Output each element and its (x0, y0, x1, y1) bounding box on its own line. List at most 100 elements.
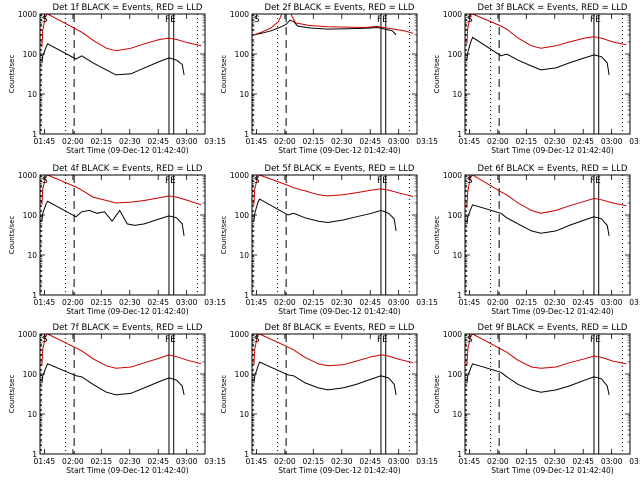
y-tick-label: 1 (244, 130, 249, 139)
plot-frame (39, 174, 206, 296)
chart-title: Det 8f BLACK = Events, RED = LLD (265, 323, 415, 333)
y-tick-label: 1000 (230, 171, 249, 180)
start-marker-label: S (254, 15, 260, 25)
y-tick-label: 1000 (18, 330, 37, 339)
y-tick-label: 10 (239, 410, 249, 419)
x-tick-label: 02:30 (331, 298, 353, 307)
x-tick-label: 03:00 (176, 137, 198, 146)
chart-title: Det 4f BLACK = Events, RED = LLD (53, 164, 203, 174)
start-marker-label: S (467, 15, 473, 25)
x-axis-label: Start Time (09-Dec-12 01:42:40) (66, 146, 188, 155)
x-tick-label: 02:30 (331, 137, 353, 146)
plot-frame (39, 13, 206, 135)
x-tick-label: 03:00 (601, 137, 623, 146)
x-tick-label: 03:00 (601, 457, 623, 466)
plot-frame (464, 333, 631, 455)
x-tick-label: 02:30 (544, 457, 566, 466)
flare-marker-label: FE (590, 176, 601, 186)
chart-title: Det 3f BLACK = Events, RED = LLD (478, 3, 628, 13)
flare-marker-label: FE (377, 335, 388, 345)
series-line-lld (41, 334, 202, 369)
y-tick-label: 1 (457, 450, 462, 459)
series-line-lld (41, 175, 202, 206)
x-tick-label: 03:15 (629, 137, 640, 146)
x-tick-label: 01:45 (459, 298, 481, 307)
plot-frame (251, 174, 418, 296)
series-line-lld (253, 334, 414, 367)
start-marker-label: S (254, 335, 260, 345)
series-line-events (41, 43, 185, 76)
series-line-events (253, 198, 397, 231)
flare-marker-label: FE (590, 335, 601, 345)
x-tick-label: 02:15 (91, 137, 113, 146)
x-tick-label: 03:15 (204, 137, 226, 146)
flare-marker-label: FE (377, 15, 388, 25)
x-tick-label: 02:15 (303, 457, 325, 466)
y-tick-label: 10 (452, 410, 462, 419)
y-tick-label: 1 (32, 450, 37, 459)
plot-frame (39, 333, 206, 455)
x-tick-label: 01:45 (459, 457, 481, 466)
x-tick-label: 03:00 (388, 457, 410, 466)
chart-panel-7: Det 7f BLACK = Events, RED = LLD Counts/s… (8, 323, 226, 475)
chart-title: Det 9f BLACK = Events, RED = LLD (478, 323, 628, 333)
y-axis-label: Counts/sec (433, 375, 441, 414)
x-tick-label: 03:00 (601, 298, 623, 307)
series-line-events (466, 204, 610, 236)
y-tick-label: 100 (235, 50, 250, 59)
x-tick-label: 02:15 (303, 137, 325, 146)
y-axis-label: Counts/sec (220, 375, 228, 414)
plot-frame (464, 174, 631, 296)
y-tick-label: 100 (448, 211, 463, 220)
x-axis-label: Start Time (09-Dec-12 01:42:40) (66, 307, 188, 316)
x-tick-label: 02:30 (119, 457, 141, 466)
y-axis-label: Counts/sec (8, 216, 16, 255)
x-axis-label: Start Time (09-Dec-12 01:42:40) (66, 466, 188, 475)
y-tick-label: 1000 (443, 10, 462, 19)
y-axis-label: Counts/sec (433, 55, 441, 94)
y-axis-label: Counts/sec (220, 55, 228, 94)
plot-frame (464, 13, 631, 135)
x-tick-label: 01:45 (246, 457, 268, 466)
x-tick-label: 02:45 (147, 457, 169, 466)
x-tick-label: 02:00 (62, 137, 84, 146)
y-tick-label: 10 (239, 90, 249, 99)
x-axis-label: Start Time (09-Dec-12 01:42:40) (278, 307, 400, 316)
x-tick-label: 02:45 (359, 457, 381, 466)
series-line-lld (253, 14, 414, 36)
x-axis-label: Start Time (09-Dec-12 01:42:40) (491, 146, 613, 155)
x-tick-label: 01:45 (34, 137, 56, 146)
y-axis-label: Counts/sec (220, 216, 228, 255)
y-tick-label: 100 (235, 370, 250, 379)
x-tick-label: 02:00 (487, 137, 509, 146)
y-tick-label: 100 (448, 370, 463, 379)
x-tick-label: 02:15 (516, 298, 538, 307)
series-line-events (41, 363, 185, 396)
x-tick-label: 02:30 (119, 298, 141, 307)
x-tick-label: 02:45 (147, 298, 169, 307)
start-marker-label: S (467, 335, 473, 345)
x-tick-label: 02:15 (91, 457, 113, 466)
x-tick-label: 03:00 (388, 298, 410, 307)
x-tick-label: 01:45 (246, 137, 268, 146)
chart-panel-1: Det 1f BLACK = Events, RED = LLD Counts/s… (8, 3, 226, 155)
series-line-lld (466, 175, 627, 214)
x-tick-label: 02:00 (274, 457, 296, 466)
x-tick-label: 02:45 (359, 298, 381, 307)
y-tick-label: 10 (27, 410, 37, 419)
chart-panel-4: Det 4f BLACK = Events, RED = LLD Counts/s… (8, 164, 226, 316)
x-tick-label: 01:45 (34, 457, 56, 466)
x-tick-label: 03:15 (416, 457, 438, 466)
x-tick-label: 02:45 (572, 137, 594, 146)
plot-frame (251, 13, 418, 135)
series-line-events (41, 200, 185, 236)
series-line-events (466, 36, 610, 75)
x-tick-label: 03:15 (416, 298, 438, 307)
y-tick-label: 100 (448, 50, 463, 59)
x-tick-label: 02:30 (544, 137, 566, 146)
chart-panel-3: Det 3f BLACK = Events, RED = LLD Counts/s… (433, 3, 640, 155)
y-axis-label: Counts/sec (433, 216, 441, 255)
x-tick-label: 03:15 (629, 298, 640, 307)
chart-title: Det 2f BLACK = Events, RED = LLD (265, 3, 415, 13)
y-tick-label: 10 (452, 251, 462, 260)
